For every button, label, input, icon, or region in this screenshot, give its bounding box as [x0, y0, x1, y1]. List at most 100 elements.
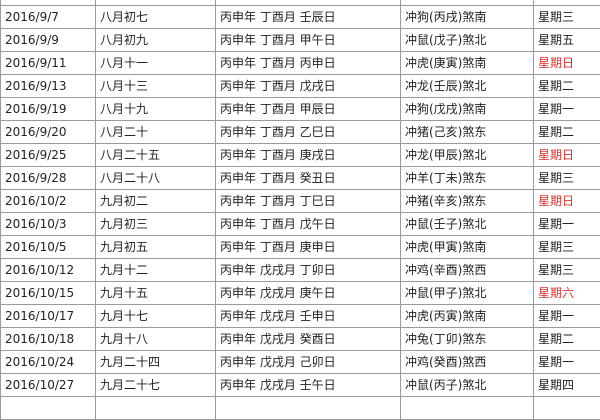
cell: 2016/10/24: [0, 351, 95, 373]
cell: 八月十三: [95, 75, 215, 97]
table-row: 2016/9/11 八月十一 丙申年 丁酉月 丙申日 冲虎(庚寅)煞南 星期日: [0, 52, 600, 75]
cell: 冲虎(丙寅)煞南: [400, 305, 533, 327]
cell: 星期日: [533, 144, 600, 166]
cell: 丙申年 戊戌月 癸酉日: [215, 328, 400, 350]
table-row: 2016/10/24 九月二十四 丙申年 戊戌月 己卯日 冲鸡(癸酉)煞西 星期一: [0, 351, 600, 374]
cell: 2016/9/9: [0, 29, 95, 51]
cell: 冲龙(壬辰)煞北: [400, 75, 533, 97]
cell: 2016/10/12: [0, 259, 95, 281]
cell: 九月二十七: [95, 374, 215, 396]
cell: 八月十一: [95, 52, 215, 74]
cell: 冲羊(丁未)煞东: [400, 167, 533, 189]
cell: 丙申年 丁酉月 庚戌日: [215, 144, 400, 166]
table-row: 2016/9/7 八月初七 丙申年 丁酉月 壬辰日 冲狗(丙戌)煞南 星期三: [0, 6, 600, 29]
cell: 丙申年 丁酉月 丁巳日: [215, 190, 400, 212]
table-row: 2016/9/9 八月初九 丙申年 丁酉月 甲午日 冲鼠(戊子)煞北 星期五: [0, 29, 600, 52]
cell: 九月十五: [95, 282, 215, 304]
cell: [533, 397, 600, 419]
cell: 丙申年 丁酉月 乙巳日: [215, 121, 400, 143]
cell: 冲鼠(丙子)煞北: [400, 374, 533, 396]
cell: 九月初五: [95, 236, 215, 258]
cell: 星期三: [533, 6, 600, 28]
cell: 丙申年 戊戌月 壬午日: [215, 374, 400, 396]
partial-row: [0, 397, 600, 420]
cell: 八月二十: [95, 121, 215, 143]
cell: 冲龙(甲辰)煞北: [400, 144, 533, 166]
cell: 冲鸡(辛酉)煞西: [400, 259, 533, 281]
cell: 冲鼠(甲子)煞北: [400, 282, 533, 304]
cell: 星期二: [533, 328, 600, 350]
cell: 九月十二: [95, 259, 215, 281]
cell: 2016/10/3: [0, 213, 95, 235]
cell: [95, 0, 215, 5]
cell: 冲狗(戊戌)煞南: [400, 98, 533, 120]
cell: 八月二十八: [95, 167, 215, 189]
cell: [0, 397, 95, 419]
cell: 2016/9/11: [0, 52, 95, 74]
cell: 九月二十四: [95, 351, 215, 373]
cell: 星期日: [533, 52, 600, 74]
table-row: 2016/10/5 九月初五 丙申年 丁酉月 庚申日 冲虎(甲寅)煞南 星期三: [0, 236, 600, 259]
cell: [400, 0, 533, 5]
cell: 冲猪(辛亥)煞东: [400, 190, 533, 212]
cell: 冲鼠(戊子)煞北: [400, 29, 533, 51]
table-row: 2016/9/19 八月十九 丙申年 丁酉月 甲辰日 冲狗(戊戌)煞南 星期一: [0, 98, 600, 121]
table-row: 2016/9/28 八月二十八 丙申年 丁酉月 癸丑日 冲羊(丁未)煞东 星期三: [0, 167, 600, 190]
cell: [533, 0, 600, 5]
cell: 八月初九: [95, 29, 215, 51]
cell: [215, 0, 400, 5]
cell: 星期二: [533, 121, 600, 143]
cell: 星期四: [533, 374, 600, 396]
cell: 2016/10/5: [0, 236, 95, 258]
cell: 冲猪(己亥)煞东: [400, 121, 533, 143]
table-row: 2016/10/17 九月十七 丙申年 戊戌月 壬申日 冲虎(丙寅)煞南 星期一: [0, 305, 600, 328]
cell: [95, 397, 215, 419]
cell: 丙申年 丁酉月 戊戌日: [215, 75, 400, 97]
cell: 丙申年 戊戌月 丁卯日: [215, 259, 400, 281]
cell: 丙申年 丁酉月 戊午日: [215, 213, 400, 235]
table-row: 2016/10/27 九月二十七 丙申年 戊戌月 壬午日 冲鼠(丙子)煞北 星期四: [0, 374, 600, 397]
cell: 九月十七: [95, 305, 215, 327]
cell: 八月二十五: [95, 144, 215, 166]
cell: 九月十八: [95, 328, 215, 350]
cell: 星期三: [533, 167, 600, 189]
cell: 星期日: [533, 190, 600, 212]
cell: 2016/9/19: [0, 98, 95, 120]
cell: 2016/9/28: [0, 167, 95, 189]
cell: 丙申年 戊戌月 己卯日: [215, 351, 400, 373]
cell: 星期二: [533, 75, 600, 97]
cell: 八月初七: [95, 6, 215, 28]
cell: 2016/9/25: [0, 144, 95, 166]
cell: 冲虎(庚寅)煞南: [400, 52, 533, 74]
cell: 冲狗(丙戌)煞南: [400, 6, 533, 28]
cell: 星期五: [533, 29, 600, 51]
table-row: 2016/9/25 八月二十五 丙申年 丁酉月 庚戌日 冲龙(甲辰)煞北 星期日: [0, 144, 600, 167]
cell: 丙申年 戊戌月 壬申日: [215, 305, 400, 327]
cell: 丙申年 丁酉月 壬辰日: [215, 6, 400, 28]
cell: 冲鼠(壬子)煞北: [400, 213, 533, 235]
cell: 星期一: [533, 213, 600, 235]
partial-row: [0, 0, 600, 6]
cell: 丙申年 丁酉月 丙申日: [215, 52, 400, 74]
table-row: 2016/10/2 九月初二 丙申年 丁酉月 丁巳日 冲猪(辛亥)煞东 星期日: [0, 190, 600, 213]
cell: 星期一: [533, 351, 600, 373]
cell: 2016/10/18: [0, 328, 95, 350]
table-row: 2016/9/13 八月十三 丙申年 丁酉月 戊戌日 冲龙(壬辰)煞北 星期二: [0, 75, 600, 98]
table-row: 2016/10/15 九月十五 丙申年 戊戌月 庚午日 冲鼠(甲子)煞北 星期六: [0, 282, 600, 305]
cell: 丙申年 丁酉月 癸丑日: [215, 167, 400, 189]
cell: 星期一: [533, 305, 600, 327]
cell: 冲兔(丁卯)煞东: [400, 328, 533, 350]
cell: 2016/9/13: [0, 75, 95, 97]
cell: 丙申年 丁酉月 甲午日: [215, 29, 400, 51]
cell: 冲虎(甲寅)煞南: [400, 236, 533, 258]
table-row: 2016/10/12 九月十二 丙申年 戊戌月 丁卯日 冲鸡(辛酉)煞西 星期三: [0, 259, 600, 282]
cell: 九月初三: [95, 213, 215, 235]
cell: 丙申年 丁酉月 庚申日: [215, 236, 400, 258]
cell: 星期一: [533, 98, 600, 120]
cell: 八月十九: [95, 98, 215, 120]
table-row: 2016/10/18 九月十八 丙申年 戊戌月 癸酉日 冲兔(丁卯)煞东 星期二: [0, 328, 600, 351]
cell: 星期六: [533, 282, 600, 304]
cell: [0, 0, 95, 5]
